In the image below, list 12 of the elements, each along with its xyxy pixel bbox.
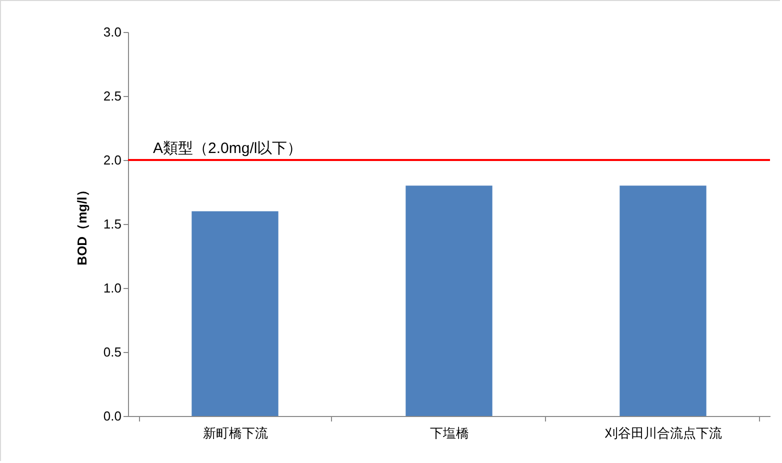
y-tick-label: 0.5	[103, 344, 122, 360]
y-tick-label: 1.0	[103, 280, 122, 296]
x-tick-label: 刈谷田川合流点下流	[604, 426, 722, 440]
y-tick-label: 3.0	[103, 24, 122, 40]
y-tick-label: 0.0	[103, 408, 122, 424]
x-tick-label: 下塩橋	[430, 426, 469, 440]
ref-line-label: A類型（2.0mg/l以下）	[153, 140, 302, 157]
y-tick-label: 2.0	[103, 152, 122, 168]
y-axis-title: BOD（mg/l）	[74, 184, 90, 266]
y-tick-label: 1.5	[103, 216, 122, 232]
x-tick-label: 新町橋下流	[203, 426, 268, 440]
y-tick-label: 2.5	[103, 88, 122, 104]
